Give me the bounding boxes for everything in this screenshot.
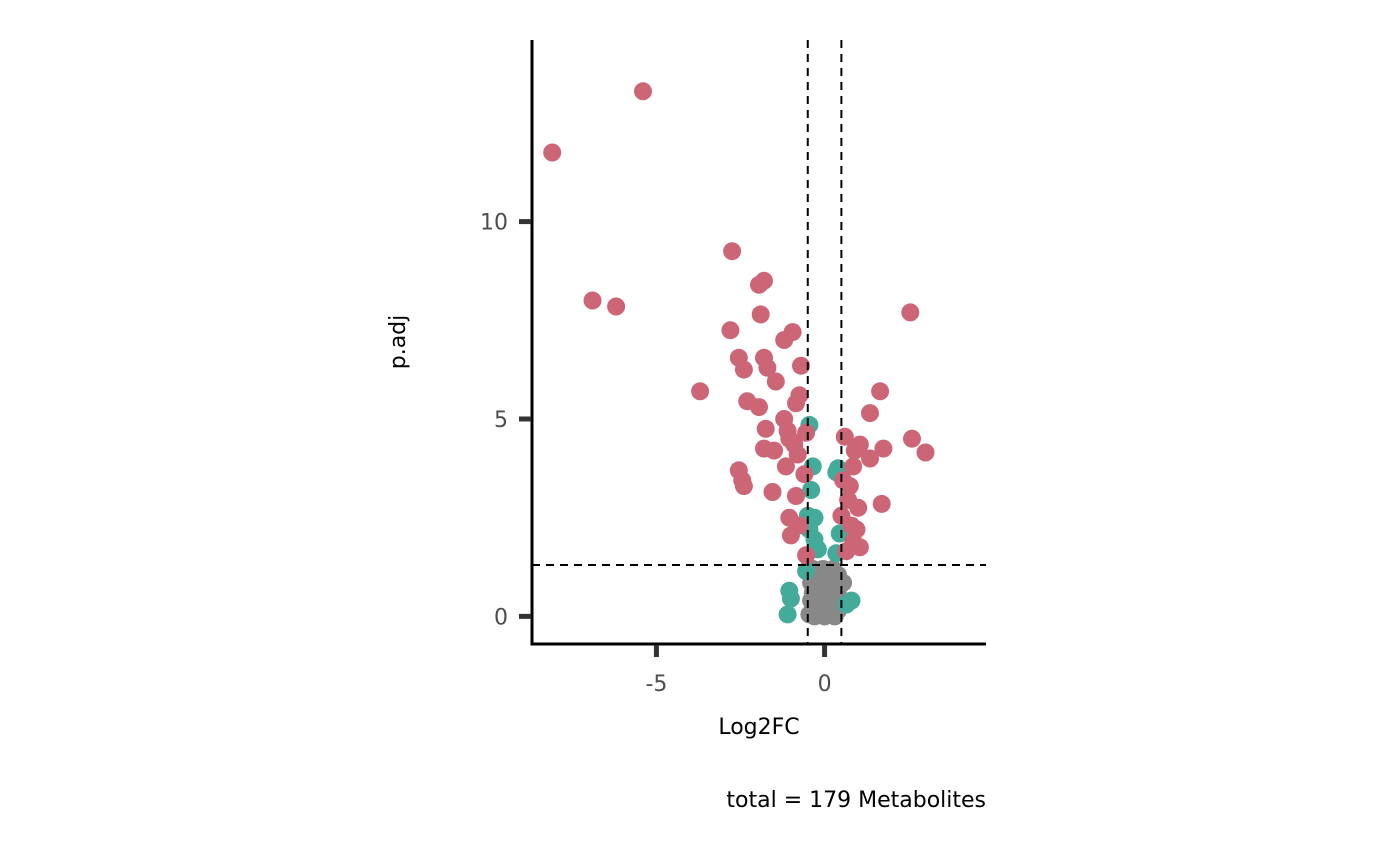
- data-point: [861, 449, 879, 468]
- axes: 0 5 10 -5 0: [480, 40, 986, 697]
- data-point: [850, 435, 869, 454]
- data-point: [781, 526, 800, 545]
- data-point: [778, 605, 797, 624]
- data-point: [871, 382, 890, 401]
- x-axis-title: Log2FC: [718, 715, 799, 740]
- data-point: [825, 607, 844, 626]
- data-point: [825, 583, 844, 602]
- x-tick-label: -5: [645, 672, 667, 697]
- data-point: [787, 394, 805, 413]
- y-tick-label: 5: [494, 408, 508, 433]
- data-point: [797, 562, 816, 580]
- data-point: [691, 382, 710, 401]
- data-point: [751, 305, 770, 324]
- data-point: [607, 297, 626, 316]
- data-point: [723, 242, 742, 261]
- data-point: [734, 477, 753, 496]
- chart-caption: total = 179 Metabolites: [726, 788, 986, 813]
- data-point: [781, 589, 800, 608]
- data-point: [758, 358, 777, 377]
- y-tick-label: 0: [494, 605, 508, 630]
- data-point: [543, 143, 562, 162]
- x-tick-label: 0: [818, 672, 832, 697]
- data-point: [822, 569, 841, 588]
- data-point: [795, 465, 814, 484]
- chart-text: Log2FC p.adj total = 179 Metabolites: [386, 315, 986, 813]
- data-point: [835, 427, 854, 446]
- data-point: [583, 291, 602, 310]
- data-point: [872, 494, 891, 513]
- data-point: [792, 356, 810, 375]
- data-point: [837, 542, 856, 561]
- data-point: [755, 271, 773, 290]
- data-point: [840, 477, 859, 496]
- data-point: [766, 372, 785, 391]
- data-point: [763, 483, 782, 501]
- data-point: [861, 404, 879, 423]
- data-point: [765, 441, 784, 460]
- data-point: [810, 597, 829, 616]
- data-point: [797, 546, 816, 565]
- y-tick-label: 10: [480, 211, 508, 236]
- data-point: [776, 457, 795, 476]
- data-point: [844, 457, 863, 476]
- data-point: [802, 481, 821, 499]
- data-point: [783, 323, 802, 342]
- data-point: [756, 419, 775, 438]
- data-point: [721, 321, 740, 340]
- data-point: [874, 439, 893, 458]
- data-point: [734, 360, 753, 379]
- data-point: [837, 595, 856, 614]
- data-point: [634, 82, 652, 101]
- data-point: [787, 487, 805, 505]
- threshold-lines: [532, 40, 986, 644]
- data-point: [850, 538, 869, 557]
- data-point: [788, 445, 807, 464]
- data-point: [903, 429, 921, 448]
- data-point: [901, 303, 920, 322]
- data-point: [849, 498, 868, 517]
- data-point: [797, 423, 816, 442]
- y-axis-title: p.adj: [386, 315, 411, 370]
- points-layer: [543, 82, 935, 626]
- data-point: [916, 443, 935, 462]
- data-point: [750, 398, 768, 417]
